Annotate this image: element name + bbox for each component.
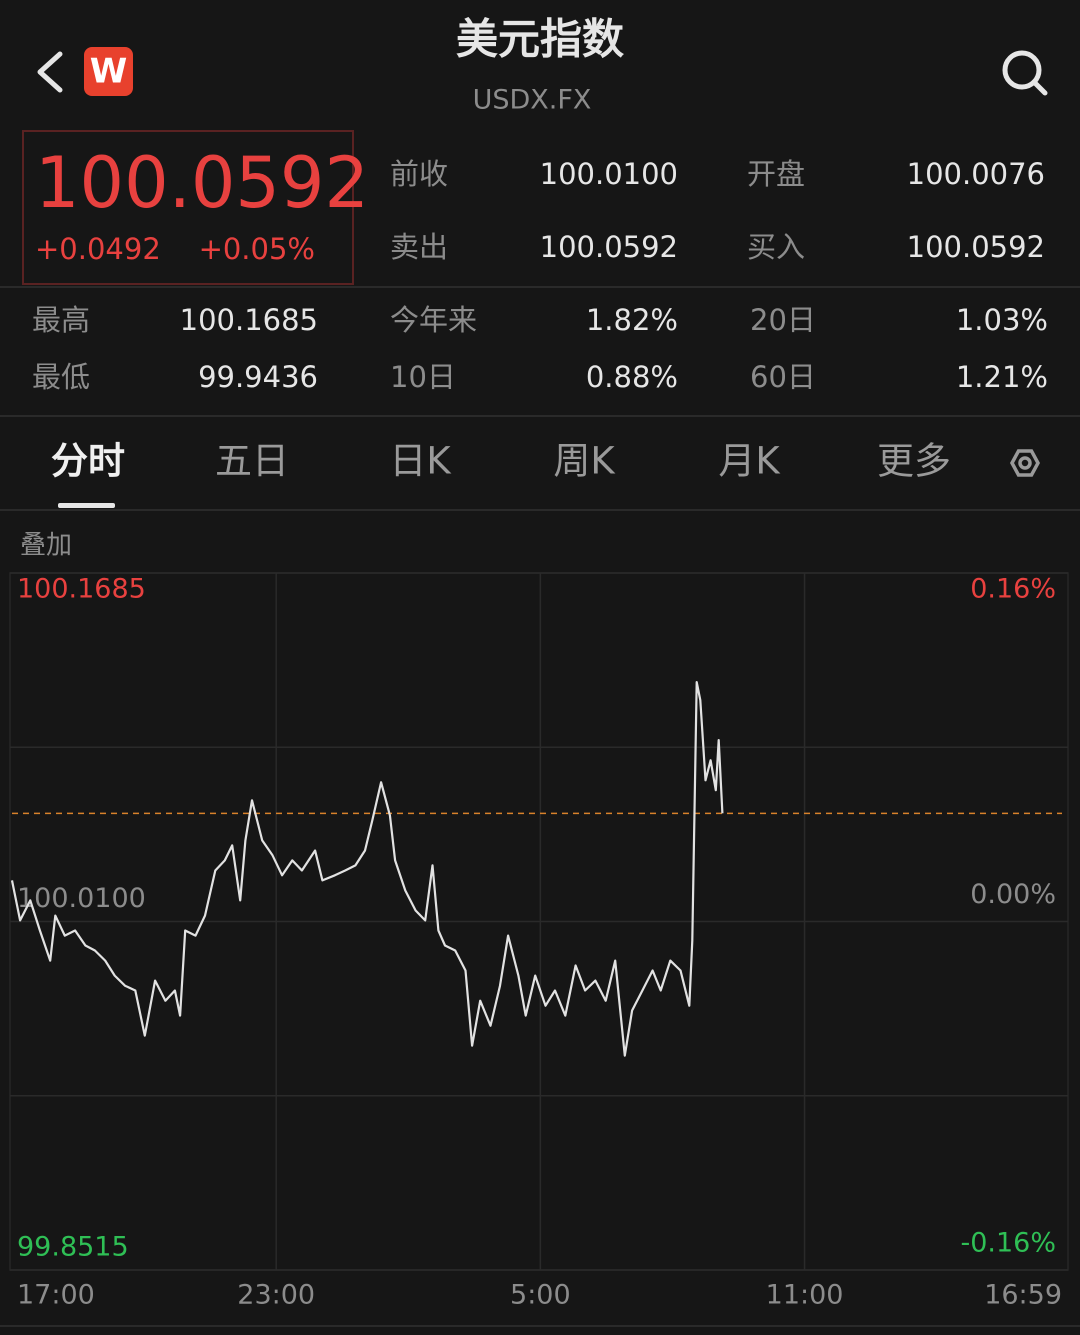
period-tab[interactable]: 五日 xyxy=(215,440,289,483)
period-tab[interactable]: 月K xyxy=(718,440,781,483)
return-value: 1.03% xyxy=(956,303,1048,337)
y-tick-label: 100.1685 xyxy=(17,574,146,605)
period-tab[interactable]: 周K xyxy=(553,440,616,483)
back-button[interactable] xyxy=(37,51,63,93)
stat-label: 前收 xyxy=(390,157,448,191)
logo-text: W xyxy=(90,52,128,92)
period-tab[interactable]: 更多 xyxy=(877,440,951,483)
price-change: +0.0492 xyxy=(35,232,161,266)
stat-value: 100.0592 xyxy=(907,230,1045,264)
period-tabs: 分时 五日 日K 周K 月K 更多 xyxy=(51,440,951,483)
y2-tick-label: 0.00% xyxy=(970,879,1056,910)
stat-label: 卖出 xyxy=(390,230,448,264)
stat-label: 开盘 xyxy=(747,157,805,191)
y-tick-label: 99.8515 xyxy=(17,1232,129,1263)
settings-icon-center xyxy=(1018,456,1032,470)
x-tick-label: 5:00 xyxy=(510,1280,571,1311)
return-value: 99.9436 xyxy=(198,360,318,394)
page-subtitle: USDX.FX xyxy=(473,85,592,116)
page-title: 美元指数 xyxy=(456,15,624,64)
active-tab-underline xyxy=(58,503,115,508)
period-tab[interactable]: 分时 xyxy=(51,440,125,483)
x-tick-label: 16:59 xyxy=(984,1280,1062,1311)
search-icon-handle xyxy=(1031,79,1048,96)
price-box xyxy=(22,130,354,285)
return-stats: 最高 100.1685 今年来 1.82% 20日 1.03% 最低 99.9436 10日 0.… xyxy=(32,303,1048,394)
settings-icon[interactable] xyxy=(1010,449,1040,477)
return-label: 60日 xyxy=(750,360,816,394)
logo-badge[interactable] xyxy=(84,47,133,96)
last-price: 100.0592 xyxy=(35,142,369,224)
stat-value: 100.0100 xyxy=(540,157,678,191)
x-tick-label: 11:00 xyxy=(766,1280,844,1311)
quote-stats: 前收 100.0100 开盘 100.0076 卖出 100.0592 买入 100.0592 xyxy=(390,157,1045,264)
search-icon[interactable] xyxy=(1002,50,1042,90)
return-value: 1.82% xyxy=(586,303,678,337)
return-value: 100.1685 xyxy=(180,303,318,337)
x-tick-label: 17:00 xyxy=(17,1280,95,1311)
return-value: 1.21% xyxy=(956,360,1048,394)
price-change-pct: +0.05% xyxy=(199,232,315,266)
return-label: 10日 xyxy=(390,360,456,394)
y2-tick-label: -0.16% xyxy=(960,1228,1056,1259)
return-value: 0.88% xyxy=(586,360,678,394)
price-line xyxy=(10,681,724,1057)
overlay-button[interactable]: 叠加 xyxy=(20,531,72,561)
stat-value: 100.0076 xyxy=(907,157,1045,191)
period-tab[interactable]: 日K xyxy=(389,440,452,483)
intraday-chart: 100.1685 100.0100 99.8515 0.16% 0.00% -0.16% 1… xyxy=(9,572,1069,1311)
y-tick-label: 100.0100 xyxy=(17,883,146,914)
y2-tick-label: 0.16% xyxy=(970,574,1056,605)
return-label: 最高 xyxy=(32,303,90,337)
stat-value: 100.0592 xyxy=(540,230,678,264)
return-label: 今年来 xyxy=(390,303,477,337)
return-label: 最低 xyxy=(32,360,90,394)
return-label: 20日 xyxy=(750,303,816,337)
stat-label: 买入 xyxy=(747,230,805,264)
x-tick-label: 23:00 xyxy=(237,1280,315,1311)
